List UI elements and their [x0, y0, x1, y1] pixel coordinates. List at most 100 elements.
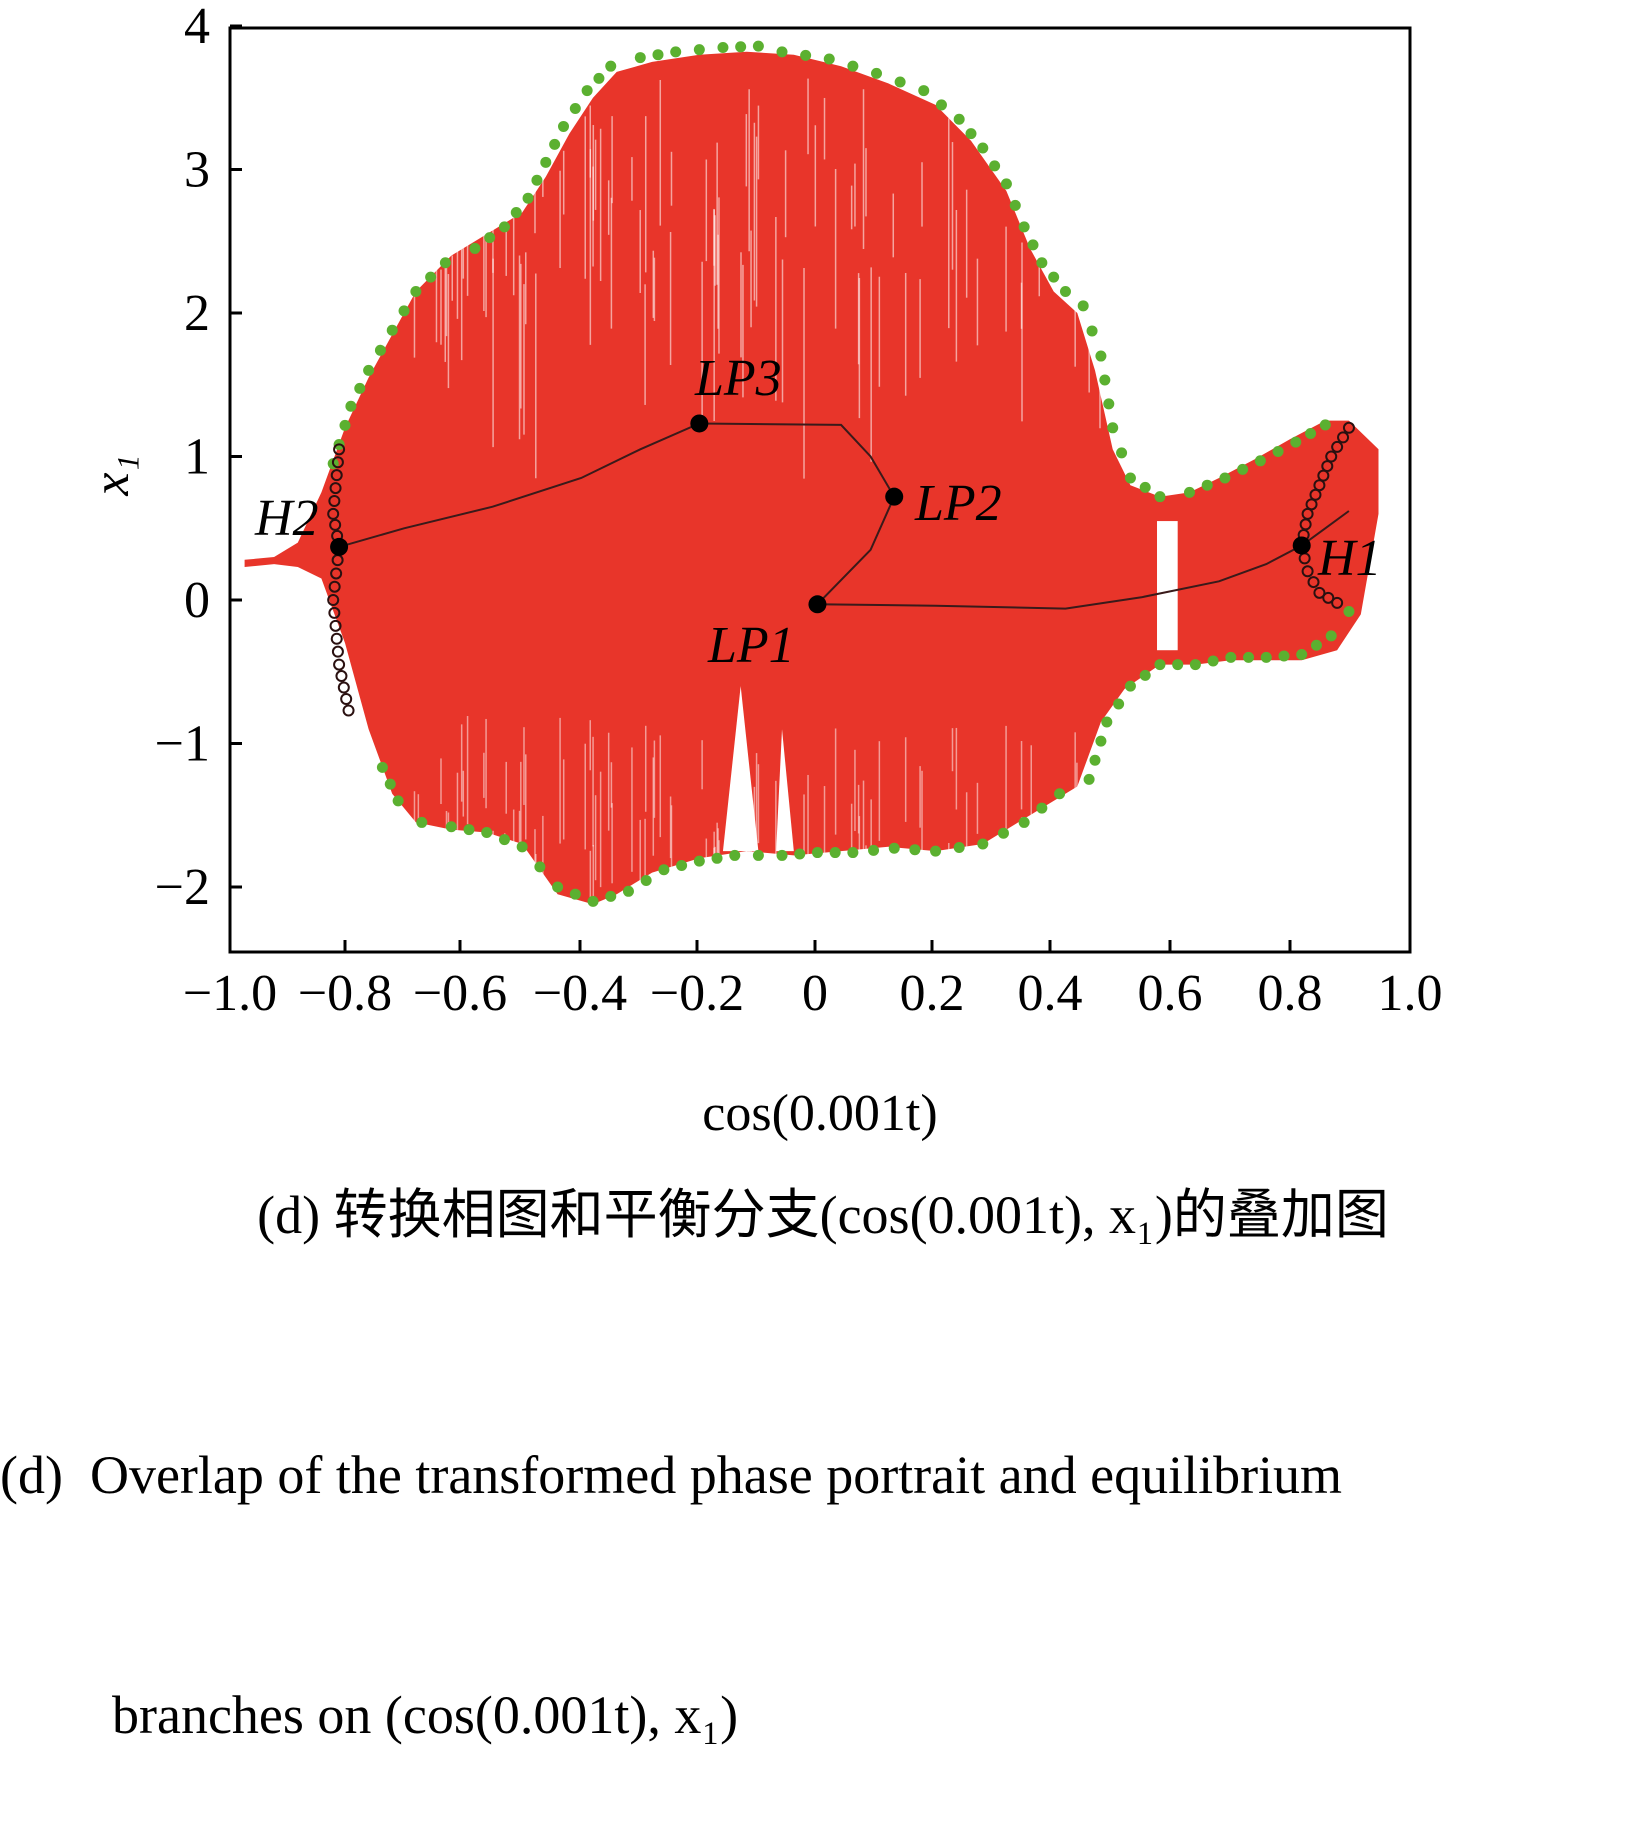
envelope-dot	[469, 242, 481, 254]
envelope-dot	[693, 44, 705, 56]
english-caption: (d) Overlap of the transformed phase por…	[0, 1275, 1646, 1835]
hopf-circle	[1307, 576, 1320, 589]
envelope-dot	[552, 881, 564, 893]
envelope-dot	[717, 42, 729, 54]
envelope-dot	[811, 847, 823, 859]
label-h1: H1	[1317, 530, 1382, 587]
hopf-circle	[1309, 488, 1322, 501]
envelope-dot	[634, 52, 646, 64]
envelope-dot	[416, 816, 428, 828]
envelope-dot	[711, 852, 723, 864]
envelope-dot	[531, 174, 543, 186]
y-tick-label: 4	[184, 0, 210, 55]
envelope-dot	[1219, 472, 1231, 484]
envelope-dot	[776, 849, 788, 861]
envelope-dots	[327, 40, 1355, 907]
envelope-dot	[1036, 802, 1048, 814]
hopf-circle	[337, 681, 350, 694]
envelope-dot	[676, 859, 688, 871]
envelope-dot	[965, 128, 977, 140]
envelope-dot	[363, 364, 375, 376]
envelope-dot	[425, 271, 437, 283]
envelope-dot	[868, 844, 880, 856]
plot-contents	[244, 40, 1379, 952]
envelope-dot	[729, 849, 741, 861]
envelope-dot	[1154, 491, 1166, 503]
hopf-circle	[330, 469, 343, 482]
envelope-dot	[800, 49, 812, 61]
envelope-dot	[953, 113, 965, 125]
x-tick-label: 0.6	[1138, 965, 1203, 1022]
special-point-lp3	[690, 414, 709, 433]
hopf-circle	[330, 567, 343, 580]
hopf-circle	[328, 494, 341, 507]
envelope-dot	[1095, 350, 1107, 362]
envelope-dot	[1113, 698, 1125, 710]
envelope-dot	[977, 838, 989, 850]
envelope-dot	[847, 847, 859, 859]
envelope-dot	[894, 76, 906, 88]
envelope-dot	[1290, 436, 1302, 448]
hopf-circle	[330, 632, 343, 645]
envelope-dot	[354, 382, 366, 394]
phase-portrait-chart: −1.0 −0.8 −0.6 −0.4 −0.2 0 0.2 0.4 0.6 0.8 1.0 −2−…	[83, 0, 1443, 1142]
envelope-dot	[1310, 639, 1322, 651]
envelope-dot	[376, 761, 388, 773]
envelope-dot	[977, 142, 989, 154]
envelope-dot	[534, 861, 546, 873]
envelope-dot	[1260, 651, 1272, 663]
envelope-dot	[1107, 422, 1119, 434]
envelope-dot	[1183, 486, 1195, 498]
envelope-dot	[1103, 398, 1115, 410]
envelope-dot	[1278, 650, 1290, 662]
hopf-circle	[1317, 469, 1330, 482]
envelope-dot	[622, 885, 634, 897]
hopf-circle	[333, 658, 346, 671]
x-tick-label: 1.0	[1378, 965, 1443, 1022]
envelope-dot	[1059, 285, 1071, 297]
envelope-dot	[1305, 428, 1317, 440]
envelope-dot	[1083, 773, 1095, 785]
envelope-dot	[953, 842, 965, 854]
x-tick-label: −1.0	[183, 965, 277, 1022]
hopf-circle	[1305, 498, 1318, 511]
envelope-dot	[776, 46, 788, 58]
hopf-circle	[1313, 479, 1326, 492]
envelope-dot	[1139, 481, 1151, 493]
envelope-dot	[1124, 680, 1136, 692]
envelope-dot	[1089, 754, 1101, 766]
envelope-dot	[693, 855, 705, 867]
envelope-dot	[752, 40, 764, 52]
x-tick-label: −0.6	[413, 965, 507, 1022]
envelope-dot	[1319, 419, 1331, 431]
envelope-dot	[930, 845, 942, 857]
hopf-circle	[1325, 450, 1338, 463]
envelope-dot	[652, 49, 664, 61]
special-point-lp2	[885, 487, 904, 506]
envelope-dot	[1237, 463, 1249, 475]
hopf-circle	[328, 580, 341, 593]
hopf-circle	[327, 507, 340, 520]
envelope-dot	[569, 103, 581, 115]
envelope-dot	[918, 85, 930, 97]
envelope-dot	[392, 795, 404, 807]
envelope-dot	[345, 400, 357, 412]
x-tick-label: 0.8	[1258, 965, 1323, 1022]
envelope-dot	[1000, 178, 1012, 190]
envelope-dot	[1343, 605, 1355, 617]
envelope-dot	[1124, 472, 1136, 484]
envelope-dot	[516, 841, 528, 853]
chinese-caption: (d) 转换相图和平衡分支(cos(0.001t), x₁)的叠加图	[257, 1185, 1389, 1245]
hopf-circle	[340, 693, 353, 706]
envelope-dot	[339, 419, 351, 431]
hopf-circle	[1322, 591, 1335, 604]
envelope-dot	[829, 847, 841, 859]
envelope-dot	[484, 232, 496, 244]
hopf-circle	[1337, 431, 1350, 444]
envelope-dot	[374, 344, 386, 356]
label-lp1: LP1	[707, 617, 795, 674]
envelope-dot	[581, 85, 593, 97]
envelope-dot	[871, 67, 882, 79]
envelope-dot	[1077, 300, 1089, 312]
y-axis-label: x₁	[83, 454, 140, 496]
